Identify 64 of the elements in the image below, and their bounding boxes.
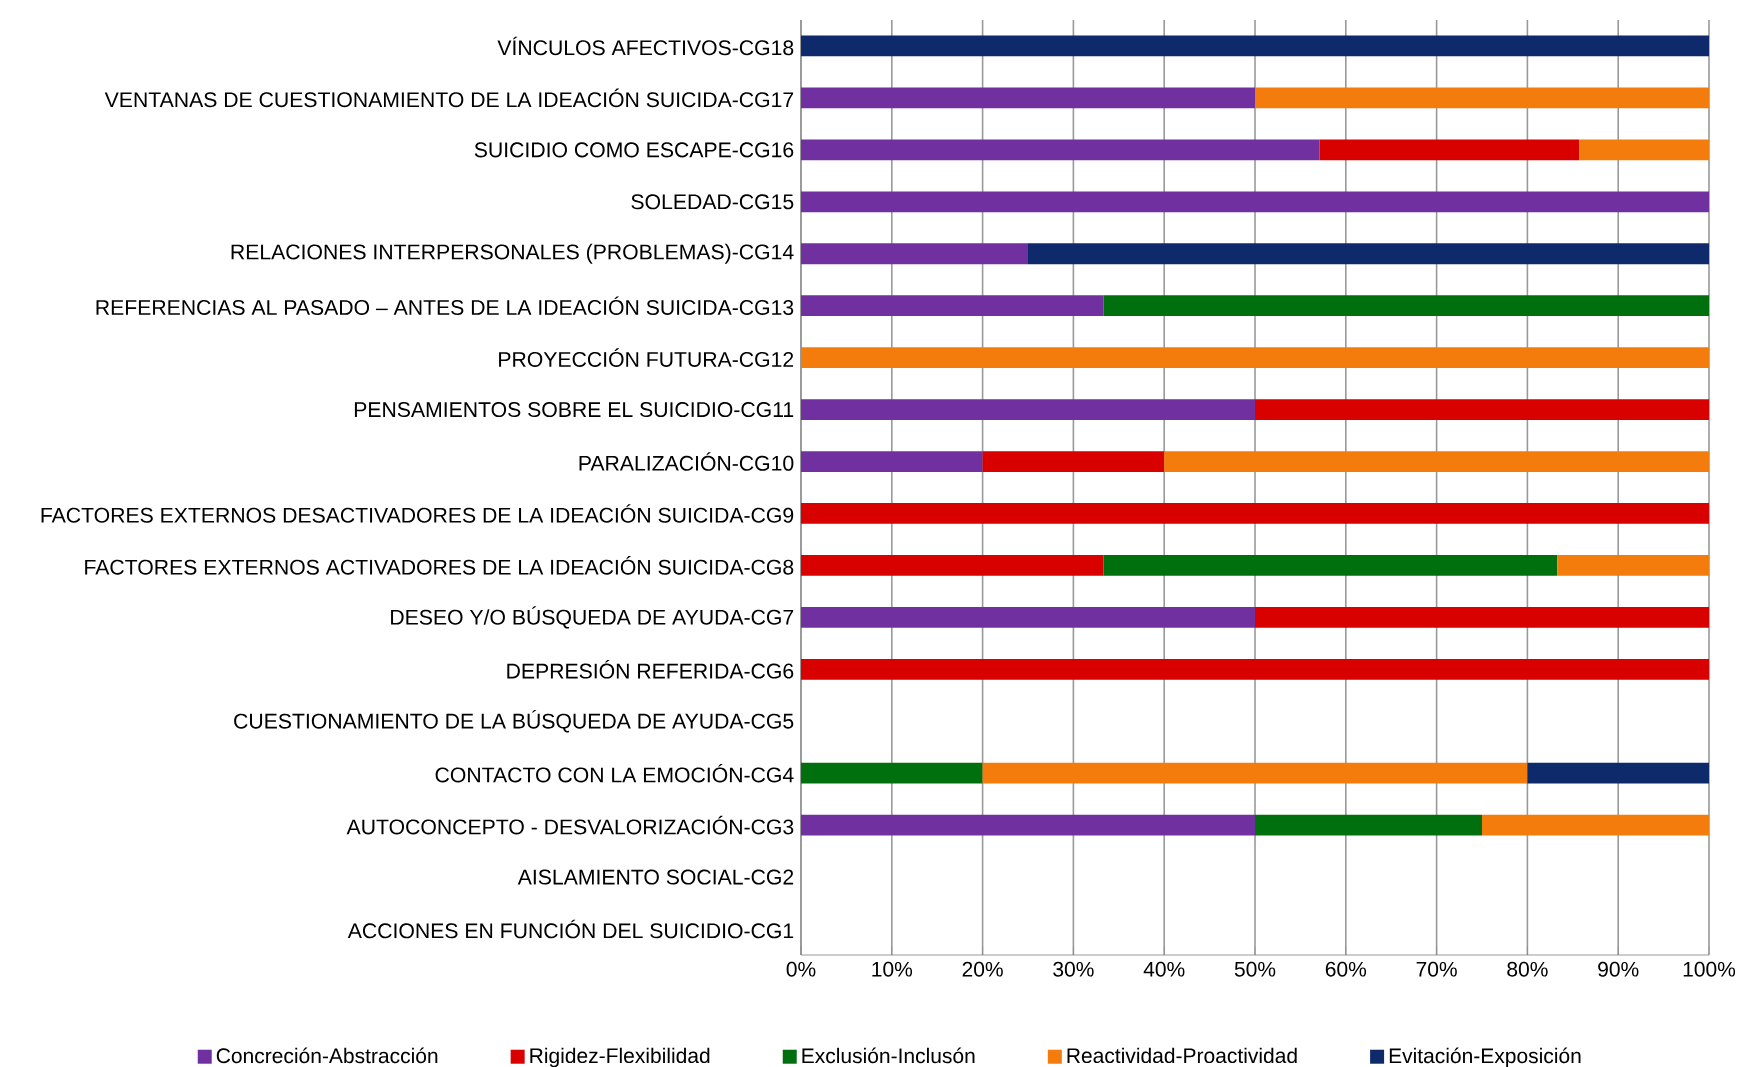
y-tick-label: SUICIDIO COMO ESCAPE-CG16	[474, 142, 794, 158]
y-tick-label: AUTOCONCEPTO - DESVALORIZACIÓN-CG3	[346, 815, 794, 835]
y-tick-label: RELACIONES INTERPERSONALES (PROBLEMAS)-CG14	[231, 243, 794, 264]
bar	[1255, 87, 1709, 109]
bar	[1482, 814, 1709, 836]
x-tick-label: 10%	[872, 961, 913, 977]
x-tick-label: 100%	[1683, 961, 1736, 977]
bar	[801, 243, 1028, 265]
x-tick-label: 70%	[1416, 961, 1457, 977]
x-tick-label: 0%	[786, 961, 816, 977]
legend-label: Evitación-Exposición	[1389, 1047, 1581, 1067]
x-tick-label: 40%	[1143, 961, 1185, 977]
x-tick-label: 50%	[1234, 961, 1276, 977]
bar	[801, 814, 1255, 836]
x-tick-label: 20%	[962, 961, 1003, 977]
bar	[801, 762, 983, 784]
x-tick-label: 90%	[1598, 961, 1639, 977]
y-tick-label: CUESTIONAMIENTO DE LA BÚSQUEDA DE AYUDA-CG5	[234, 710, 794, 733]
x-tick-label: 60%	[1325, 961, 1367, 977]
y-tick-label: PENSAMIENTOS SOBRE EL SUICIDIO-CG11	[354, 402, 794, 418]
x-tick-label: 30%	[1053, 961, 1094, 977]
bar	[801, 451, 983, 472]
y-tick-label: CONTACTO CON LA EMOCIÓN-CG4	[435, 763, 794, 783]
bar	[801, 503, 1709, 524]
bar	[801, 35, 1709, 57]
y-tick-label: SOLEDAD-CG15	[631, 194, 794, 210]
bar	[1028, 243, 1709, 265]
bar	[1319, 139, 1580, 161]
bar	[801, 606, 1255, 628]
bar	[982, 451, 1165, 472]
y-tick-label: FACTORES EXTERNOS DESACTIVADORES DE LA IDEACIÓN SUICIDA-CG9	[41, 504, 794, 523]
y-tick-label: REFERENCIAS AL PASADO – ANTES DE LA IDEACIÓN SUICIDA-CG13	[96, 296, 794, 315]
bar	[1103, 295, 1709, 317]
bar	[801, 191, 1709, 213]
legend-label: Rigidez-Flexibilidad	[530, 1047, 710, 1067]
x-tick-label: 80%	[1507, 961, 1548, 977]
y-tick-label: VÍNCULOS AFECTIVOS-CG18	[497, 36, 794, 56]
y-tick-label: AISLAMIENTO SOCIAL-CG2	[517, 869, 794, 885]
bar	[801, 87, 1255, 109]
bar	[1255, 814, 1482, 836]
bar	[1579, 139, 1709, 161]
y-tick-label: VENTANAS DE CUESTIONAMIENTO DE LA IDEACIÓN SUICIDA-CG17	[104, 88, 794, 108]
legend-label: Reactividad-Proactividad	[1067, 1047, 1297, 1064]
y-tick-label: FACTORES EXTERNOS ACTIVADORES DE LA IDEACIÓN SUICIDA-CG8	[85, 556, 794, 575]
legend-label: Exclusión-Inclusón	[802, 1047, 975, 1064]
bar	[1557, 555, 1709, 576]
bar	[801, 295, 1104, 317]
y-tick-label: PROYECCIÓN FUTURA-CG12	[499, 348, 794, 367]
bar	[801, 555, 1104, 576]
bar	[801, 658, 1709, 680]
bar	[1255, 399, 1709, 420]
bar	[982, 762, 1528, 784]
bar	[801, 399, 1255, 420]
y-tick-label: PARALIZACIÓN-CG10	[579, 452, 794, 471]
y-tick-label: DESEO Y/O BÚSQUEDA DE AYUDA-CG7	[391, 606, 794, 629]
bar	[801, 347, 1709, 369]
y-tick-label: ACCIONES EN FUNCIÓN DEL SUICIDIO-CG1	[347, 919, 794, 939]
legend-label: Concreción-Abstracción	[216, 1047, 438, 1064]
bar	[1255, 606, 1709, 628]
bar	[1527, 762, 1709, 784]
y-tick-label: DEPRESIÓN REFERIDA-CG6	[507, 660, 794, 679]
bar	[801, 139, 1320, 161]
bar	[1164, 451, 1709, 472]
bar	[1103, 555, 1558, 576]
